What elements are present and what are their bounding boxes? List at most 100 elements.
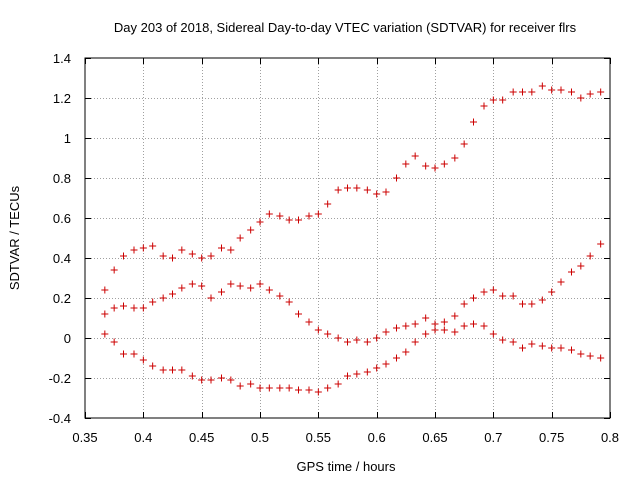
data-point — [353, 184, 361, 192]
data-point — [363, 338, 371, 346]
data-point — [353, 336, 361, 344]
data-point — [207, 376, 215, 384]
series-middle — [101, 240, 605, 346]
data-point — [499, 96, 507, 104]
data-point — [227, 376, 235, 384]
data-point — [159, 294, 167, 302]
data-point — [314, 210, 322, 218]
data-point — [373, 364, 381, 372]
data-point — [120, 252, 127, 260]
y-tick-labels: -0.4 -0.2 0 0.2 0.4 0.6 0.8 1 1.2 1.4 — [49, 51, 71, 426]
data-point — [101, 286, 109, 294]
data-point — [480, 322, 488, 330]
data-point — [285, 384, 293, 392]
y-tick-label: 1 — [64, 131, 71, 146]
data-point — [382, 328, 390, 336]
data-point — [538, 342, 546, 350]
data-point — [480, 288, 488, 296]
data-point — [382, 188, 390, 196]
data-point — [431, 320, 439, 328]
plot-area-border — [84, 57, 611, 419]
data-point — [265, 286, 273, 294]
data-point — [110, 338, 118, 346]
chart-title: Day 203 of 2018, Sidereal Day-to-day VTE… — [114, 20, 577, 35]
y-tick-label: 1.2 — [53, 91, 71, 106]
x-tick-label: 0.8 — [601, 430, 619, 445]
data-point — [324, 384, 332, 392]
data-point — [577, 350, 585, 358]
data-point — [139, 304, 147, 312]
data-point — [236, 234, 244, 242]
data-point — [305, 212, 313, 220]
data-point — [110, 266, 118, 274]
x-axis-label: GPS time / hours — [297, 459, 396, 474]
y-tick-label: 0.4 — [53, 251, 71, 266]
x-tick-label: 0.7 — [484, 430, 502, 445]
data-point — [557, 278, 565, 286]
data-point — [411, 338, 419, 346]
data-point — [422, 330, 430, 338]
data-point — [265, 210, 273, 218]
data-point — [159, 252, 167, 260]
data-point — [586, 252, 594, 260]
data-point — [295, 386, 302, 394]
data-point — [489, 286, 497, 294]
y-tick-label: -0.4 — [49, 411, 71, 426]
data-point — [402, 160, 410, 168]
data-point — [276, 212, 284, 220]
data-point — [577, 94, 585, 102]
data-point — [519, 300, 526, 308]
data-point — [440, 326, 448, 334]
data-point — [207, 252, 215, 260]
data-point — [470, 118, 477, 126]
data-point — [568, 346, 575, 354]
data-point — [149, 242, 157, 250]
data-point — [422, 162, 430, 170]
data-point — [101, 330, 109, 338]
data-point — [548, 288, 556, 296]
data-point — [509, 292, 517, 300]
data-point — [393, 174, 400, 182]
data-point — [276, 292, 284, 300]
data-point — [334, 380, 342, 388]
data-point — [411, 152, 419, 160]
data-point — [548, 344, 556, 352]
data-point — [198, 376, 206, 384]
tick-marks — [85, 58, 611, 419]
data-point — [295, 310, 302, 318]
y-tick-label: 1.4 — [53, 51, 71, 66]
data-point — [363, 186, 371, 194]
data-point — [178, 246, 186, 254]
x-tick-label: 0.65 — [422, 430, 447, 445]
data-points — [101, 82, 605, 396]
data-point — [149, 298, 157, 306]
data-point — [451, 154, 459, 162]
y-tick-label: 0 — [64, 331, 71, 346]
y-tick-label: -0.2 — [49, 371, 71, 386]
data-point — [480, 102, 488, 110]
data-point — [499, 336, 507, 344]
data-point — [130, 246, 138, 254]
data-point — [236, 382, 244, 390]
data-point — [538, 296, 546, 304]
data-point — [538, 82, 546, 90]
data-point — [597, 354, 605, 362]
data-point — [344, 184, 351, 192]
data-point — [265, 384, 273, 392]
data-point — [344, 338, 351, 346]
data-point — [169, 290, 176, 298]
x-tick-label: 0.75 — [539, 430, 564, 445]
data-point — [130, 304, 138, 312]
data-point — [285, 216, 293, 224]
data-point — [451, 328, 459, 336]
data-point — [373, 190, 381, 198]
data-point — [110, 304, 118, 312]
data-point — [393, 324, 400, 332]
data-point — [402, 322, 410, 330]
data-point — [509, 88, 517, 96]
data-point — [218, 374, 225, 382]
data-point — [295, 216, 302, 224]
data-point — [363, 368, 371, 376]
data-point — [470, 320, 477, 328]
